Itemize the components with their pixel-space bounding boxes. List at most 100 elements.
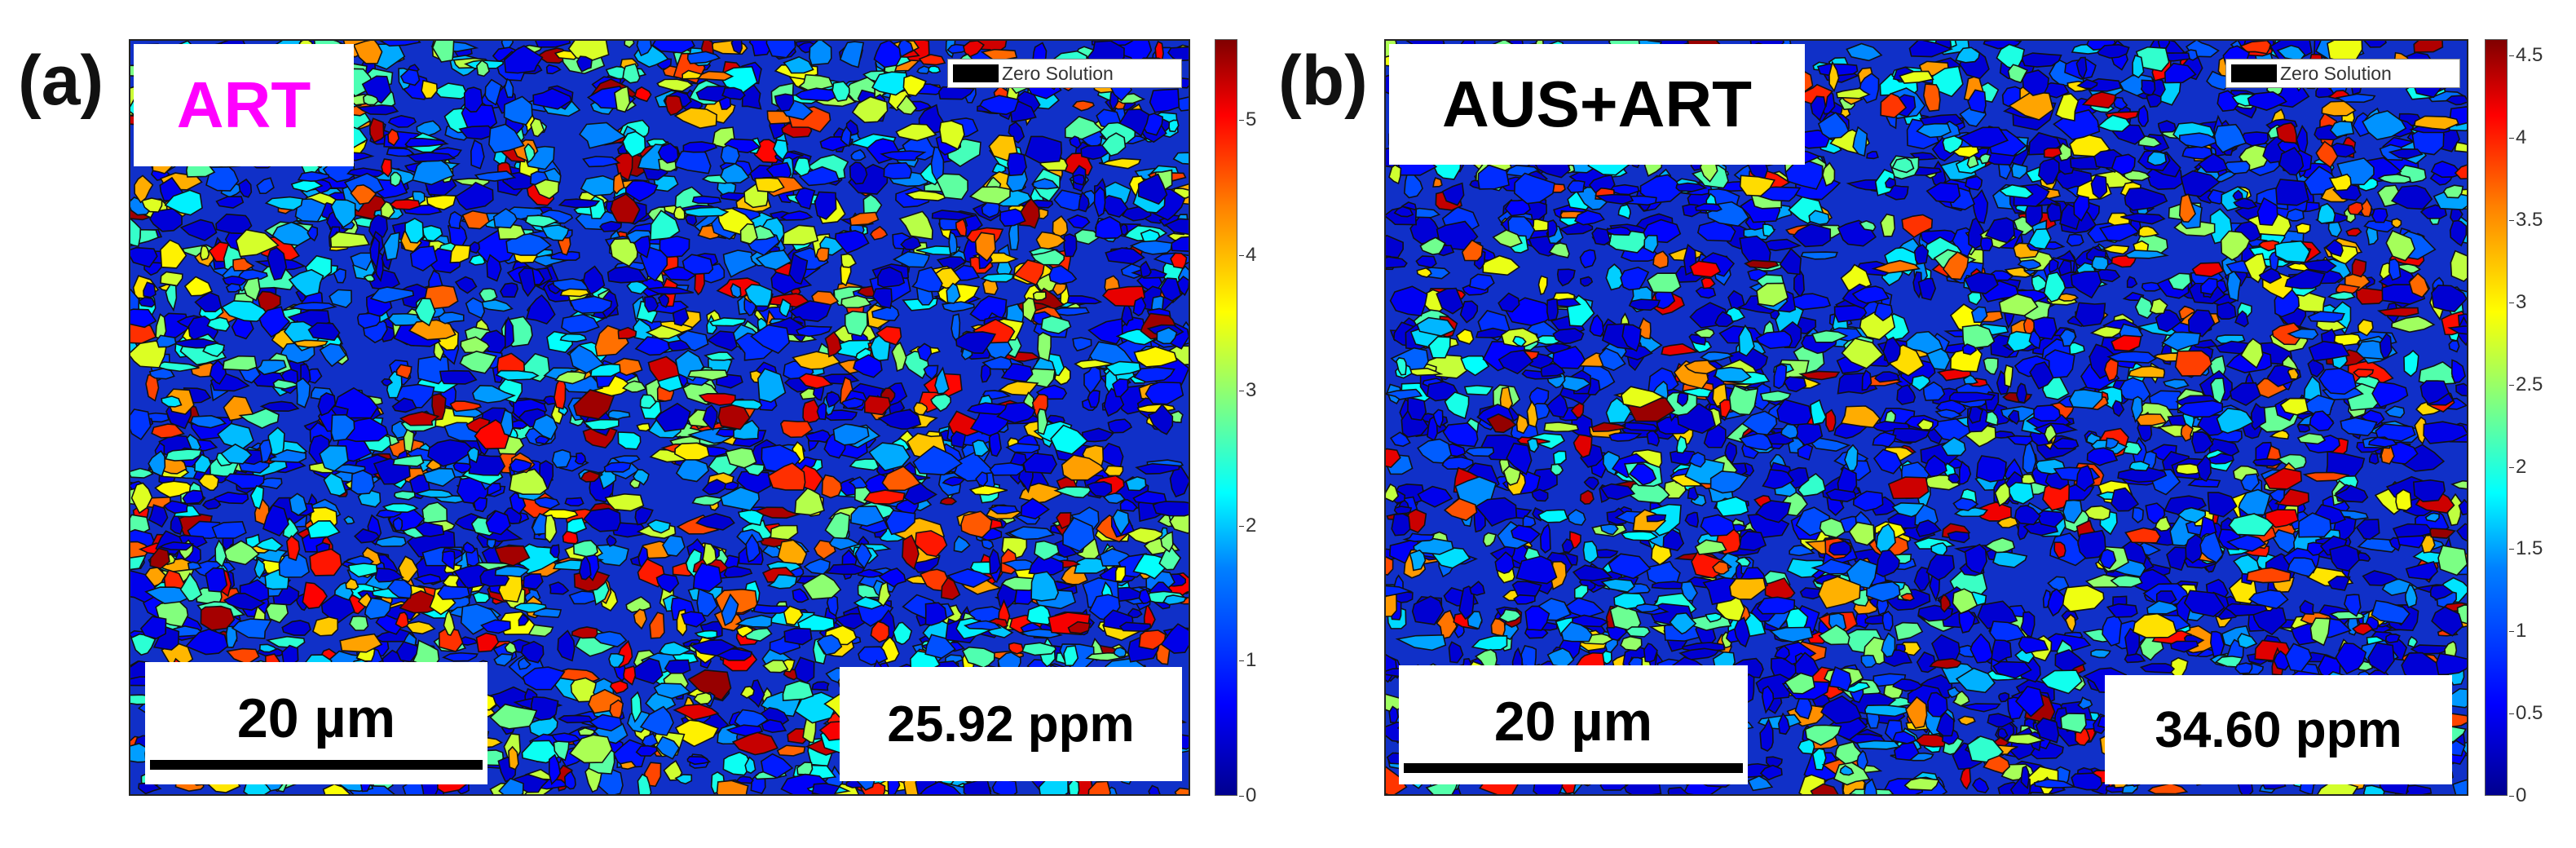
grain bbox=[220, 443, 253, 465]
grain bbox=[912, 445, 963, 476]
grain bbox=[645, 325, 685, 340]
grain bbox=[1022, 297, 1037, 323]
grain bbox=[289, 492, 308, 516]
grain bbox=[499, 282, 518, 298]
grain bbox=[374, 568, 405, 583]
grain bbox=[532, 413, 558, 440]
grain bbox=[424, 285, 459, 310]
grain bbox=[465, 297, 486, 320]
grain bbox=[892, 250, 930, 268]
grain bbox=[979, 95, 1020, 116]
grain bbox=[2091, 255, 2109, 271]
grain bbox=[582, 418, 620, 431]
grain bbox=[492, 208, 518, 229]
grain bbox=[777, 539, 808, 566]
grain bbox=[1138, 588, 1152, 605]
grain bbox=[573, 389, 615, 420]
grain bbox=[493, 653, 514, 667]
grain bbox=[1899, 593, 1915, 602]
grain bbox=[870, 225, 889, 241]
grain bbox=[691, 195, 722, 205]
grain bbox=[2122, 291, 2145, 302]
grain bbox=[902, 534, 920, 571]
grain bbox=[1037, 331, 1052, 362]
grain bbox=[254, 558, 266, 580]
grain bbox=[379, 41, 421, 47]
grain bbox=[161, 395, 183, 408]
grain bbox=[566, 517, 588, 534]
grain bbox=[998, 380, 1039, 396]
grain bbox=[871, 287, 893, 309]
grain bbox=[390, 171, 402, 188]
grain bbox=[877, 409, 922, 430]
grain bbox=[281, 620, 311, 636]
grain bbox=[569, 295, 613, 314]
grain bbox=[1062, 516, 1096, 553]
grain bbox=[701, 479, 727, 496]
grain bbox=[1579, 276, 1594, 287]
grain bbox=[1132, 553, 1167, 580]
grain bbox=[1158, 545, 1182, 571]
grain bbox=[1007, 152, 1027, 177]
grain bbox=[723, 565, 753, 579]
grain bbox=[288, 302, 337, 311]
grain bbox=[249, 484, 265, 510]
grain bbox=[549, 544, 560, 559]
grain bbox=[254, 537, 284, 552]
grain bbox=[835, 229, 870, 254]
grain bbox=[839, 41, 865, 68]
grain bbox=[392, 516, 404, 532]
grain bbox=[1952, 497, 1979, 511]
grain bbox=[2084, 505, 2111, 521]
grain bbox=[293, 339, 329, 348]
grain bbox=[1087, 390, 1101, 409]
panel-b: (b) AUS+ART Zero Solution 20 µm 34.60 pp… bbox=[1272, 0, 2576, 848]
grain bbox=[1030, 571, 1060, 602]
grain bbox=[2066, 233, 2084, 247]
grain bbox=[664, 659, 691, 674]
panel-b-label: (b) bbox=[1278, 42, 1368, 120]
grain bbox=[524, 214, 559, 228]
grain bbox=[792, 588, 809, 603]
grain bbox=[972, 439, 990, 457]
grain bbox=[2210, 630, 2225, 657]
grain bbox=[564, 497, 584, 507]
grain bbox=[134, 174, 154, 204]
grain bbox=[916, 342, 933, 362]
measurement-value: 25.92 ppm bbox=[887, 696, 1135, 753]
grain bbox=[1797, 443, 1814, 461]
grain bbox=[426, 194, 457, 210]
grain bbox=[633, 86, 652, 103]
grain bbox=[475, 632, 500, 653]
grain bbox=[466, 446, 479, 464]
grain bbox=[1167, 46, 1189, 62]
grain bbox=[681, 611, 707, 628]
colorbar-tick-label: 3 bbox=[1238, 378, 1257, 401]
grain bbox=[561, 313, 600, 334]
grain bbox=[1135, 462, 1180, 475]
grain bbox=[1149, 88, 1180, 113]
grain bbox=[1101, 285, 1146, 307]
grain bbox=[607, 266, 648, 284]
grain bbox=[739, 223, 758, 245]
grain bbox=[2355, 519, 2380, 541]
grain bbox=[783, 55, 814, 74]
grain bbox=[494, 565, 530, 578]
grain bbox=[369, 235, 381, 270]
grain bbox=[545, 64, 562, 75]
grain bbox=[639, 705, 674, 736]
grain bbox=[708, 317, 747, 327]
grain bbox=[381, 158, 392, 178]
grain bbox=[319, 444, 349, 472]
grain bbox=[443, 609, 456, 636]
grain bbox=[762, 659, 789, 674]
grain bbox=[1064, 115, 1105, 140]
grain bbox=[1103, 465, 1124, 477]
grain bbox=[345, 577, 359, 590]
grain bbox=[1138, 629, 1167, 651]
panel-a-title: ART bbox=[176, 68, 311, 141]
grain bbox=[421, 79, 439, 99]
grain bbox=[579, 121, 627, 149]
grain bbox=[608, 652, 625, 669]
grain bbox=[470, 139, 485, 170]
